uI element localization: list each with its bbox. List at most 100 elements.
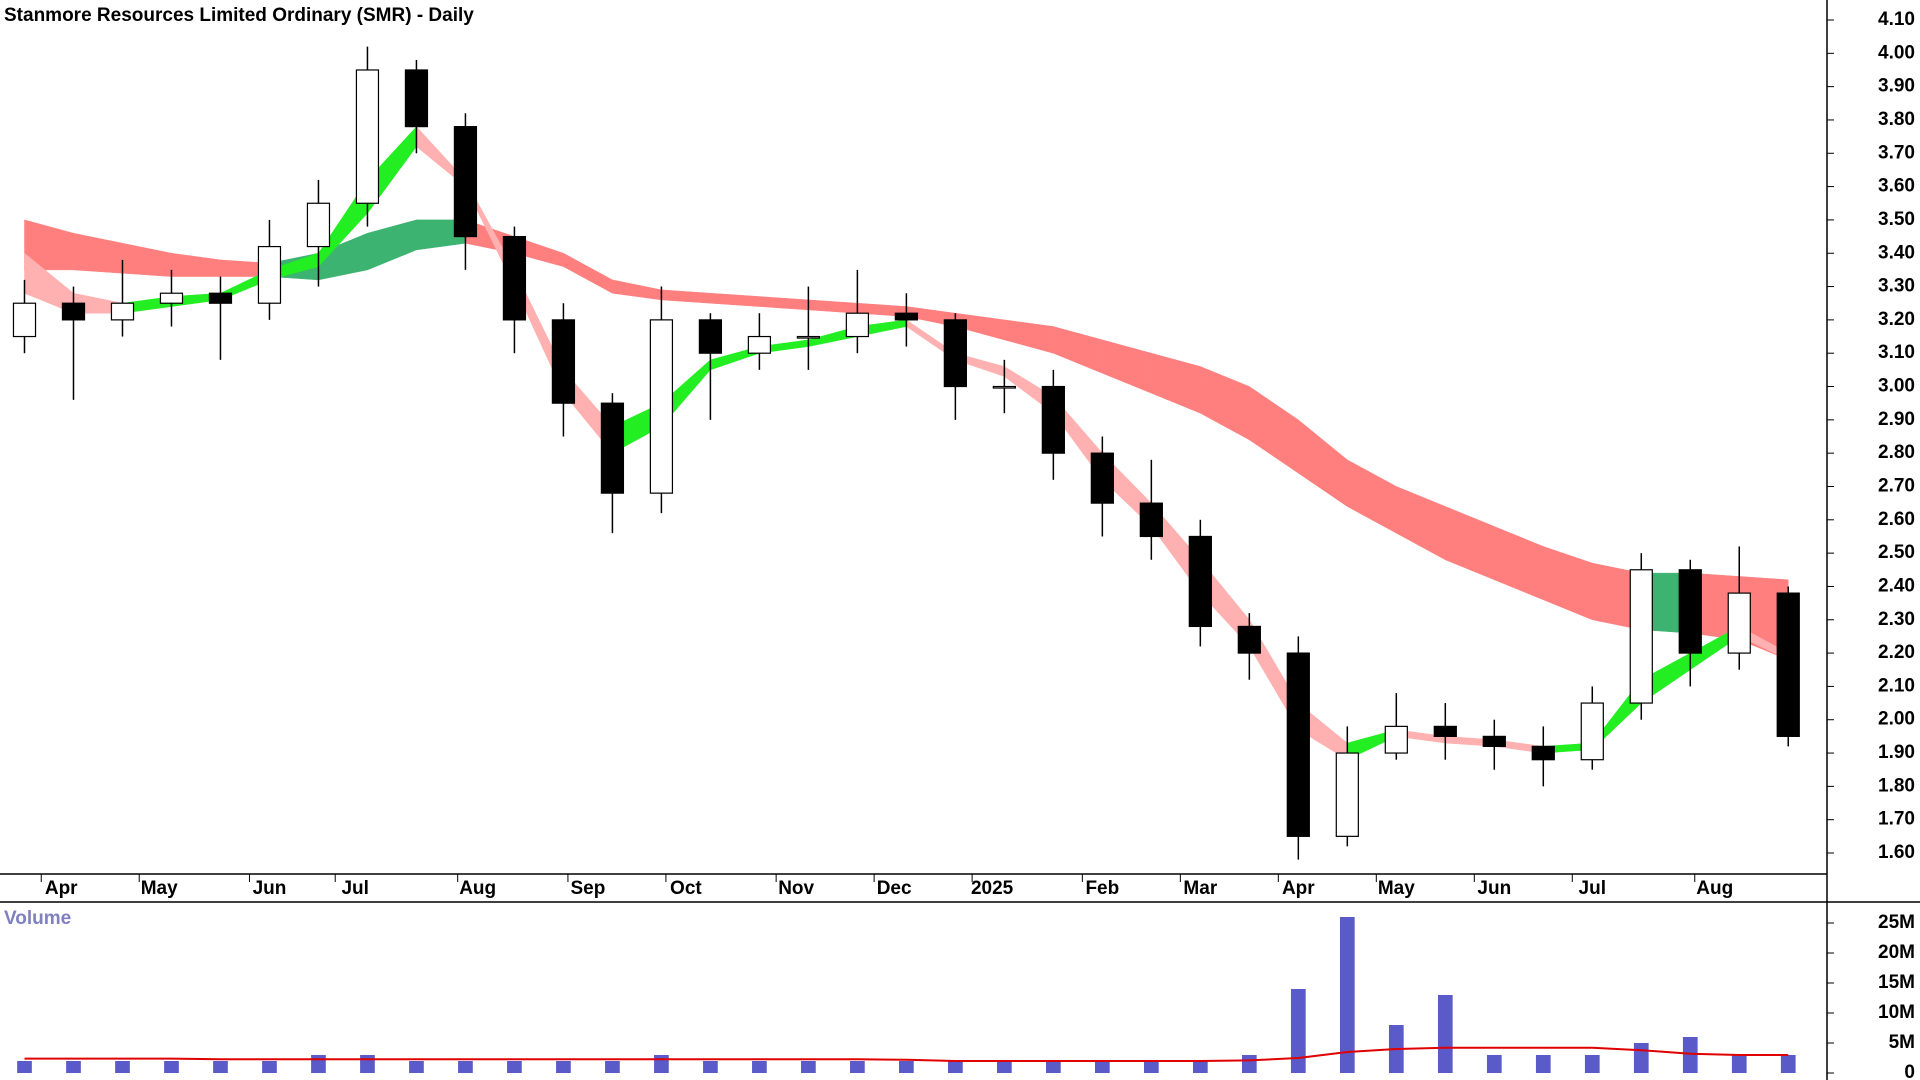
candle-body xyxy=(1776,592,1800,737)
candle-body xyxy=(208,292,233,304)
candle-body xyxy=(404,69,429,128)
y-tick-label: 1.70 xyxy=(1878,809,1915,830)
volume-bar xyxy=(899,1061,914,1073)
y-tick-label: 1.60 xyxy=(1878,842,1915,863)
candle-body xyxy=(61,302,86,321)
candle-body xyxy=(747,335,772,354)
ribbon-segment xyxy=(808,299,858,314)
candle-body xyxy=(355,69,380,204)
candle-body xyxy=(159,292,184,304)
volume-tick-label: 15M xyxy=(1878,972,1915,993)
y-tick-label: 3.90 xyxy=(1878,76,1915,97)
volume-bar xyxy=(801,1061,816,1073)
volume-bar xyxy=(1584,1055,1600,1073)
ribbon-segment xyxy=(563,252,613,294)
volume-bar xyxy=(1192,1061,1208,1073)
ribbon-segment xyxy=(661,289,711,304)
x-tick-label: 2025 xyxy=(971,878,1014,899)
x-tick-label: Dec xyxy=(877,878,912,899)
candle-body xyxy=(1482,735,1506,747)
candle-body xyxy=(257,245,282,304)
y-tick-label: 2.60 xyxy=(1878,509,1915,530)
x-tick-label: Feb xyxy=(1085,878,1119,899)
volume-tick-label: 20M xyxy=(1878,942,1915,963)
y-tick-label: 3.20 xyxy=(1878,309,1915,330)
volume-bar xyxy=(164,1061,179,1073)
volume-bar xyxy=(752,1061,767,1073)
candle-body xyxy=(1433,725,1457,737)
y-tick-label: 2.80 xyxy=(1878,442,1915,463)
volume-bar xyxy=(311,1055,326,1073)
x-tick-label: Oct xyxy=(670,878,702,899)
ribbon-segment xyxy=(710,292,760,307)
volume-bar xyxy=(458,1061,473,1073)
y-tick-label: 3.10 xyxy=(1878,342,1915,363)
ribbon-segment xyxy=(1200,366,1250,441)
ribbon-segment xyxy=(612,279,662,301)
volume-bar xyxy=(1046,1061,1061,1073)
volume-bar xyxy=(997,1061,1012,1073)
x-tick-label: Jul xyxy=(1579,878,1606,899)
y-tick-label: 2.30 xyxy=(1878,609,1915,630)
y-tick-label: 2.70 xyxy=(1878,475,1915,496)
x-tick-label: Jun xyxy=(1477,878,1511,899)
y-tick-label: 1.90 xyxy=(1878,742,1915,763)
y-tick-label: 2.00 xyxy=(1878,709,1915,730)
volume-bar xyxy=(1486,1055,1502,1073)
x-tick-label: Jun xyxy=(253,878,287,899)
volume-tick-label: 25M xyxy=(1878,912,1915,933)
ribbon-segment xyxy=(122,242,172,277)
volume-bar xyxy=(605,1061,620,1073)
volume-bar xyxy=(507,1061,522,1073)
ribbon-segment xyxy=(1347,459,1397,534)
candle-body xyxy=(1041,385,1065,454)
ribbon-segment xyxy=(1004,319,1054,354)
candle-body xyxy=(551,319,576,404)
candle-body xyxy=(1678,569,1702,654)
volume-bar xyxy=(1241,1055,1257,1073)
ribbon-segment xyxy=(1396,486,1446,561)
ribbon-segment xyxy=(1494,526,1544,601)
y-tick-label: 3.40 xyxy=(1878,242,1915,263)
volume-bar xyxy=(1780,1055,1796,1073)
candle-body xyxy=(1335,752,1359,837)
ribbon-segment xyxy=(1298,419,1348,507)
volume-label: Volume xyxy=(4,908,71,929)
ribbon-segment xyxy=(1543,546,1593,621)
volume-bar xyxy=(1633,1043,1649,1073)
candle-body xyxy=(1237,625,1261,654)
candle-body xyxy=(306,202,331,248)
candle-body xyxy=(1629,569,1653,704)
candle-body xyxy=(1286,652,1310,837)
volume-bar xyxy=(66,1061,81,1073)
ribbon-segment xyxy=(759,296,809,311)
y-tick-label: 3.00 xyxy=(1878,376,1915,397)
candle-body xyxy=(845,312,870,338)
y-tick-label: 3.80 xyxy=(1878,109,1915,130)
y-tick-label: 3.70 xyxy=(1878,142,1915,163)
candle-body xyxy=(1188,535,1212,628)
volume-bar xyxy=(115,1061,130,1073)
candle-body xyxy=(453,126,478,238)
volume-bar xyxy=(17,1061,32,1073)
volume-bar xyxy=(1437,995,1453,1073)
volume-bar xyxy=(409,1061,424,1073)
y-tick-label: 3.30 xyxy=(1878,276,1915,297)
candle-body xyxy=(1727,592,1751,654)
x-tick-label: Mar xyxy=(1183,878,1217,899)
volume-bar xyxy=(703,1061,718,1073)
y-tick-label: 4.00 xyxy=(1878,42,1915,63)
candle-body xyxy=(110,302,135,321)
volume-bar xyxy=(262,1061,277,1073)
y-tick-label: 1.80 xyxy=(1878,775,1915,796)
volume-bar xyxy=(1731,1055,1747,1073)
candle-body xyxy=(1384,725,1408,754)
volume-bar xyxy=(213,1061,228,1073)
y-tick-label: 3.50 xyxy=(1878,209,1915,230)
candle-body xyxy=(698,319,723,354)
candle-body xyxy=(894,312,918,321)
volume-bar xyxy=(1682,1037,1698,1073)
chart-title: Stanmore Resources Limited Ordinary (SMR… xyxy=(4,5,474,26)
volume-average xyxy=(24,1046,1789,1062)
ribbon-segment xyxy=(1249,386,1299,474)
